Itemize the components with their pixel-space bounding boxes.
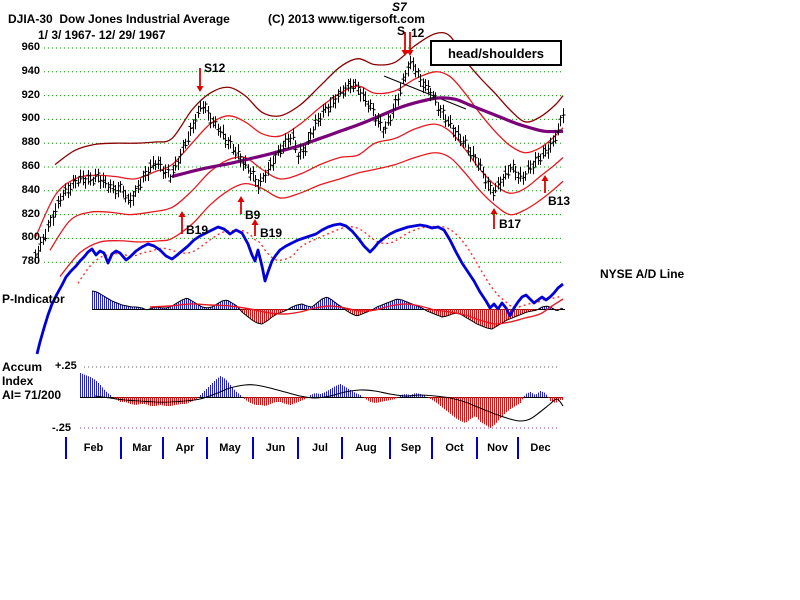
head-shoulders-annotation: head/shoulders bbox=[447, 45, 545, 61]
accum-ai-value: AI= 71/200 bbox=[2, 388, 62, 402]
month-axis-tick-label: Apr bbox=[175, 442, 195, 454]
month-axis-tick-label: May bbox=[219, 442, 241, 454]
signal-label-b19: B19 bbox=[186, 223, 209, 237]
month-axis-tick-label: Jun bbox=[265, 442, 286, 454]
signal-label-s7: S7 bbox=[392, 0, 407, 14]
head-shoulders-annotation-box: head/shoulders bbox=[430, 40, 562, 66]
plus-025-level-label: +.25 bbox=[55, 360, 77, 372]
price-axis-tick-label: 780 bbox=[21, 255, 40, 268]
month-axis-tick-label: Sep bbox=[400, 442, 422, 454]
month-axis-tick-label: Mar bbox=[132, 442, 152, 454]
month-axis-tick-label: Nov bbox=[487, 442, 508, 454]
month-axis-tick-label: Jul bbox=[312, 442, 328, 454]
nyse-ad-line-label: NYSE A/D Line bbox=[600, 267, 685, 281]
price-axis-tick-label: 860 bbox=[21, 160, 40, 172]
accum-label-line2: Index bbox=[2, 374, 34, 388]
price-axis-tick-label: 800 bbox=[21, 231, 40, 244]
chart-title: DJIA-30 Dow Jones Industrial Average bbox=[8, 12, 230, 26]
date-range-label: 1/ 3/ 1967- 12/ 29/ 1967 bbox=[38, 28, 166, 42]
copyright-label: (C) 2013 www.tigersoft.com bbox=[268, 12, 425, 26]
price-axis-tick-label: 920 bbox=[21, 88, 40, 101]
price-axis-tick-label: 940 bbox=[21, 64, 40, 77]
accum-label-line1: Accum bbox=[2, 360, 43, 374]
signal-label-12: 12 bbox=[411, 26, 425, 40]
signal-label-b9: B9 bbox=[245, 208, 261, 222]
price-axis-tick-label: 880 bbox=[21, 136, 40, 149]
signal-label-b13: B13 bbox=[548, 194, 571, 208]
price-axis-tick-label: 900 bbox=[21, 112, 40, 125]
month-axis-tick-label: Feb bbox=[83, 442, 104, 454]
signal-label-s: S bbox=[397, 24, 406, 38]
month-axis-tick-label: Dec bbox=[530, 442, 551, 454]
signal-label-b19: B19 bbox=[260, 226, 283, 240]
price-axis-tick-label: 960 bbox=[21, 41, 40, 53]
signal-label-b17: B17 bbox=[499, 217, 522, 231]
p-indicator-label: P-Indicator bbox=[2, 292, 65, 306]
minus-025-level-label: -.25 bbox=[52, 422, 71, 434]
signal-label-s12: S12 bbox=[204, 61, 226, 75]
month-axis-tick-label: Oct bbox=[445, 442, 464, 454]
price-axis-tick-label: 840 bbox=[21, 183, 40, 196]
price-axis-tick-label: 820 bbox=[21, 207, 40, 220]
month-axis-tick-label: Aug bbox=[355, 442, 377, 454]
